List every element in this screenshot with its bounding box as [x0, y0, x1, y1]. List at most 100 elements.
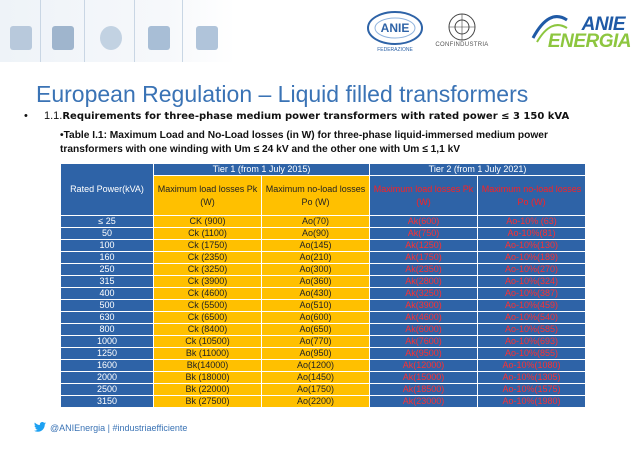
transformer-icon	[10, 26, 32, 50]
tier1-noload-cell: Ao(90)	[260, 227, 371, 240]
rated-power-cell: 1000	[60, 335, 154, 348]
table-row: 400 Ck (4600) Ao(430) Ak(3250) Ao-10%(387)	[60, 287, 587, 300]
motor-icon	[148, 26, 170, 50]
tier1-load-cell: Ck (3250)	[153, 263, 262, 276]
tier1-load-cell: Bk(14000)	[153, 359, 262, 372]
tier1-load-cell: Ck (2350)	[153, 251, 262, 264]
rated-power-cell: 250	[60, 263, 154, 276]
tier1-noload-cell: Ao(360)	[260, 275, 371, 288]
requirement-bullet: • 1.1.Requirements for three-phase medium…	[24, 110, 569, 122]
tier2-load-cell: Ak(1250)	[369, 239, 479, 252]
footer-social: @ANIEnergia | #industriaefficiente	[34, 422, 187, 433]
tier2-noload-cell: Ao-10%(459)	[477, 299, 587, 312]
tier2-noload-cell: Ao-10%(1980)	[477, 395, 587, 408]
column-header-row: Maximum load losses Pk (W) Maximum no-lo…	[61, 175, 587, 216]
table-row: 250 Ck (3250) Ao(300) Ak(2350) Ao-10%(270)	[60, 263, 587, 276]
tier1-noload-cell: Ao(430)	[260, 287, 371, 300]
tier2-load-header: Maximum load losses Pk (W)	[369, 175, 479, 216]
table-row: 800 Ck (8400) Ao(650) Ak(6000) Ao-10%(585)	[60, 323, 587, 336]
rated-power-cell: 3150	[60, 395, 154, 408]
table-row: 2500 Bk (22000) Ao(1750) Ak(18500) Ao-10%(15…	[60, 383, 587, 396]
rated-power-header: Rated Power(kVA)	[60, 163, 154, 216]
tier1-load-cell: Ck (3900)	[153, 275, 262, 288]
tier1-noload-cell: Ao(1200)	[260, 359, 371, 372]
tier2-load-cell: Ak(2800)	[369, 275, 479, 288]
tier1-load-cell: Ck (1100)	[153, 227, 262, 240]
rated-power-cell: 400	[60, 287, 154, 300]
losses-table: Rated Power(kVA) Tier 1 (from 1 July 201…	[60, 163, 587, 408]
insulator-icon	[100, 26, 122, 50]
tier2-load-cell: Ak(4600)	[369, 311, 479, 324]
header-illustration-strip	[0, 0, 235, 62]
rated-power-cell: 1600	[60, 359, 154, 372]
table-row: 315 Ck (3900) Ao(360) Ak(2800) Ao-10%(324)	[60, 275, 587, 288]
tier2-noload-cell: Ao-10%(130)	[477, 239, 587, 252]
bullet-marker: •	[24, 110, 28, 122]
tier1-load-cell: Ck (10500)	[153, 335, 262, 348]
tier2-header: Tier 2 (from 1 July 2021)	[369, 163, 587, 176]
tier1-load-cell: Bk (11000)	[153, 347, 262, 360]
rated-power-cell: 800	[60, 323, 154, 336]
rated-power-cell: 100	[60, 239, 154, 252]
tier2-load-cell: Ak(7600)	[369, 335, 479, 348]
tier1-noload-cell: Ao(1750)	[260, 383, 371, 396]
tier1-load-cell: Ck (6500)	[153, 311, 262, 324]
twitter-icon	[34, 422, 46, 432]
table-caption: •Table I.1: Maximum Load and No-Load los…	[60, 130, 548, 155]
table-row: ≤ 25 CK (900) Ao(70) Ak(600) Ao-10% (63)	[60, 215, 587, 228]
tier1-load-cell: CK (900)	[153, 215, 262, 228]
tier2-load-cell: Ak(18500)	[369, 383, 479, 396]
generator-icon	[196, 26, 218, 50]
tier1-noload-cell: Ao(600)	[260, 311, 371, 324]
energia-logo-top: ANIE	[581, 14, 626, 35]
tier2-noload-cell: Ao-10%(1305)	[477, 371, 587, 384]
tier1-load-cell: Ck (1750)	[153, 239, 262, 252]
table-row: 1000 Ck (10500) Ao(770) Ak(7600) Ao-10%(693)	[60, 335, 587, 348]
anie-federazione-logo: ANIE FEDERAZIONE	[365, 8, 425, 54]
tier2-noload-cell: Ao-10%(81)	[477, 227, 587, 240]
rated-power-cell: 50	[60, 227, 154, 240]
tier1-noload-cell: Ao(650)	[260, 323, 371, 336]
tier2-noload-cell: Ao-10%(270)	[477, 263, 587, 276]
tier1-noload-header: Maximum no-load losses Po (W)	[260, 175, 371, 216]
tier2-noload-cell: Ao-10%(540)	[477, 311, 587, 324]
tier1-load-cell: Ck (4600)	[153, 287, 262, 300]
tier2-load-cell: Ak(750)	[369, 227, 479, 240]
tier1-noload-cell: Ao(2200)	[260, 395, 371, 408]
cabinet-icon	[52, 26, 74, 50]
tier1-noload-cell: Ao(70)	[260, 215, 371, 228]
tier1-noload-cell: Ao(210)	[260, 251, 371, 264]
rated-power-cell: 630	[60, 311, 154, 324]
requirement-number: 1.1.	[44, 110, 63, 122]
tier2-load-cell: Ak(3250)	[369, 287, 479, 300]
tier1-load-cell: Bk (27500)	[153, 395, 262, 408]
tier2-noload-cell: Ao-10%(1080)	[477, 359, 587, 372]
tier1-load-cell: Bk (22000)	[153, 383, 262, 396]
tier1-noload-cell: Ao(1450)	[260, 371, 371, 384]
anie-logo-subtitle: FEDERAZIONE	[377, 47, 413, 53]
tier2-noload-cell: Ao-10%(189)	[477, 251, 587, 264]
tier1-load-cell: Bk (18000)	[153, 371, 262, 384]
tier1-header: Tier 1 (from 1 July 2015)	[152, 163, 371, 176]
tier2-noload-cell: Ao-10%(693)	[477, 335, 587, 348]
tier-header-row: Rated Power(kVA) Tier 1 (from 1 July 201…	[60, 163, 587, 216]
rated-power-cell: 2500	[60, 383, 154, 396]
footer-text: @ANIEnergia | #industriaefficiente	[50, 423, 188, 433]
table-row: 2000 Bk (18000) Ao(1450) Ak(15000) Ao-10%(13…	[60, 371, 587, 384]
confindustria-emblem-icon	[448, 13, 476, 41]
table-row: 50 Ck (1100) Ao(90) Ak(750) Ao-10%(81)	[60, 227, 587, 240]
table-row: 100 Ck (1750) Ao(145) Ak(1250) Ao-10%(130)	[60, 239, 587, 252]
tier2-load-cell: Ak(2350)	[369, 263, 479, 276]
table-row: 1250 Bk (11000) Ao(950) Ak(9500) Ao-10%(855)	[60, 347, 587, 360]
tier2-load-cell: Ak(3900)	[369, 299, 479, 312]
tier1-noload-cell: Ao(770)	[260, 335, 371, 348]
confindustria-text: CONFINDUSTRIA	[435, 42, 489, 48]
tier2-noload-cell: Ao-10%(387)	[477, 287, 587, 300]
tier1-noload-cell: Ao(950)	[260, 347, 371, 360]
tier2-load-cell: Ak(1750)	[369, 251, 479, 264]
table-row: 3150 Bk (27500) Ao(2200) Ak(23000) Ao-10%(19…	[60, 395, 587, 408]
energia-swoosh-icon	[531, 15, 568, 43]
rated-power-cell: 500	[60, 299, 154, 312]
tier2-noload-cell: Ao-10%(855)	[477, 347, 587, 360]
anie-logo-text: ANIE	[381, 21, 410, 35]
